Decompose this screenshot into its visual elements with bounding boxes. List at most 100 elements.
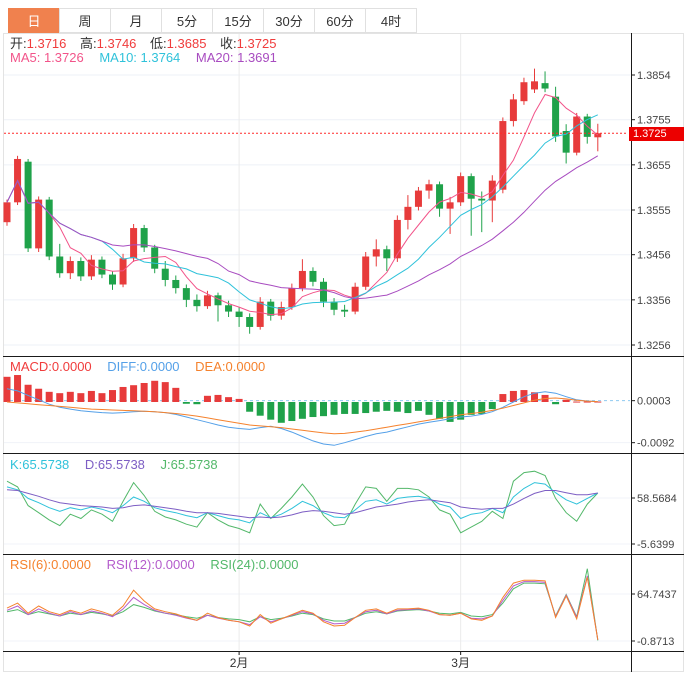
candle-body-down xyxy=(182,288,190,300)
macd-hist-bar xyxy=(14,375,22,402)
candle-body-up xyxy=(425,184,433,191)
j-line xyxy=(6,470,599,534)
macd-hist-bar xyxy=(256,402,264,416)
period-tab-bar: 日 周 月 5分 15分 30分 60分 4时 xyxy=(8,8,417,33)
candle-body-up xyxy=(35,199,43,249)
macd-hist-bar xyxy=(552,402,560,405)
tab-day[interactable]: 日 xyxy=(8,8,60,33)
macd-hist-bar xyxy=(161,382,169,402)
macd-hist-bar xyxy=(87,390,95,402)
y-axis-label: 1.3655 xyxy=(637,160,671,172)
macd-hist-bar xyxy=(393,402,401,412)
month-label: 3月 xyxy=(451,656,470,670)
rsi24-value: RSI(24):0.0000 xyxy=(210,557,299,572)
candle-body-up xyxy=(203,295,211,307)
macd-hist-bar xyxy=(467,402,475,415)
candle-body-up xyxy=(119,258,127,285)
candle-body-up xyxy=(499,121,507,190)
macd-hist-bar xyxy=(562,399,570,402)
macd-hist-bar xyxy=(98,393,106,402)
candle-body-down xyxy=(172,279,180,289)
candle-body-down xyxy=(151,247,159,269)
tab-5min[interactable]: 5分 xyxy=(161,8,213,33)
rsi12-value: RSI(12):0.0000 xyxy=(106,557,195,572)
low-value: 1.3685 xyxy=(166,36,207,51)
candle-body-down xyxy=(56,256,64,274)
tab-4hour[interactable]: 4时 xyxy=(365,8,417,33)
candle-body-down xyxy=(383,249,391,259)
current-price-badge: 1.3725 xyxy=(629,127,684,141)
candle-body-up xyxy=(130,228,138,259)
macd-hist-bar xyxy=(531,392,538,402)
macd-hist-bar xyxy=(341,402,349,414)
candle-body-down xyxy=(140,228,148,248)
macd-hist-bar xyxy=(425,402,433,415)
d-line xyxy=(6,489,598,519)
y-axis-label: 1.3256 xyxy=(637,340,671,352)
candle-body-up xyxy=(404,206,412,220)
candle-body-up xyxy=(372,249,380,257)
ma-legend: MA5: 1.3726 MA10: 1.3764 MA20: 1.3691 xyxy=(10,51,289,65)
macd-hist-bar xyxy=(372,402,380,412)
y-axis-label: 1.3456 xyxy=(637,250,671,262)
macd-hist-bar xyxy=(24,384,32,402)
macd-hist-bar xyxy=(151,380,159,402)
macd-hist-bar xyxy=(109,390,116,402)
candle-body-up xyxy=(87,259,95,277)
candle-body-up xyxy=(66,261,74,274)
macd-hist-bar xyxy=(404,402,412,414)
macd-hist-bar xyxy=(478,402,486,414)
macd-hist-bar xyxy=(488,402,496,410)
candle-body-down xyxy=(98,259,106,275)
macd-hist-bar xyxy=(193,402,201,405)
y-axis-label: -5.6399 xyxy=(637,539,674,551)
dea-line xyxy=(6,397,598,435)
k-line xyxy=(6,482,599,524)
k-value: K:65.5738 xyxy=(10,457,70,472)
macd-hist-bar xyxy=(362,402,370,414)
month-label: 2月 xyxy=(229,656,249,670)
y-axis-label: 64.7437 xyxy=(637,589,677,601)
candle-body-up xyxy=(531,81,538,90)
low-label: 低: xyxy=(150,36,167,51)
rsi6-value: RSI(6):0.0000 xyxy=(10,557,91,572)
candle-body-up xyxy=(446,202,454,209)
tab-30min[interactable]: 30分 xyxy=(263,8,315,33)
rsi12-line xyxy=(6,575,599,640)
y-axis-label: 58.5684 xyxy=(637,493,677,505)
candle-body-up xyxy=(288,288,296,308)
macd-value: MACD:0.0000 xyxy=(10,359,92,374)
candle-body-down xyxy=(562,130,570,153)
macd-hist-bar xyxy=(277,402,285,423)
tab-15min[interactable]: 15分 xyxy=(212,8,264,33)
candle-body-down xyxy=(193,299,201,307)
candle-body-down xyxy=(225,305,233,312)
macd-hist-bar xyxy=(235,398,243,402)
candle-body-down xyxy=(320,281,327,302)
macd-hist-bar xyxy=(351,402,359,414)
tab-month[interactable]: 月 xyxy=(110,8,162,33)
macd-hist-bar xyxy=(383,402,391,411)
candle-body-up xyxy=(414,190,422,207)
macd-hist-bar xyxy=(499,394,507,402)
macd-hist-bar xyxy=(298,402,306,419)
macd-hist-bar xyxy=(214,394,222,402)
close-label: 收: xyxy=(220,36,237,51)
tab-60min[interactable]: 60分 xyxy=(314,8,366,33)
macd-hist-bar xyxy=(182,402,190,404)
candle-body-up xyxy=(277,307,285,316)
macd-hist-bar xyxy=(457,402,465,420)
macd-hist-bar xyxy=(45,391,53,402)
macd-legend: MACD:0.0000 DIFF:0.0000 DEA:0.0000 xyxy=(10,360,277,374)
macd-hist-bar xyxy=(520,390,528,402)
candle-body-down xyxy=(24,161,32,249)
macd-hist-bar xyxy=(119,386,127,402)
macd-hist-bar xyxy=(66,391,74,402)
macd-hist-bar xyxy=(583,401,591,403)
y-axis-label: 1.3755 xyxy=(637,115,671,127)
macd-hist-bar xyxy=(320,402,327,417)
candle-body-up xyxy=(573,116,581,153)
tab-week[interactable]: 周 xyxy=(59,8,111,33)
candle-body-up xyxy=(457,176,465,203)
